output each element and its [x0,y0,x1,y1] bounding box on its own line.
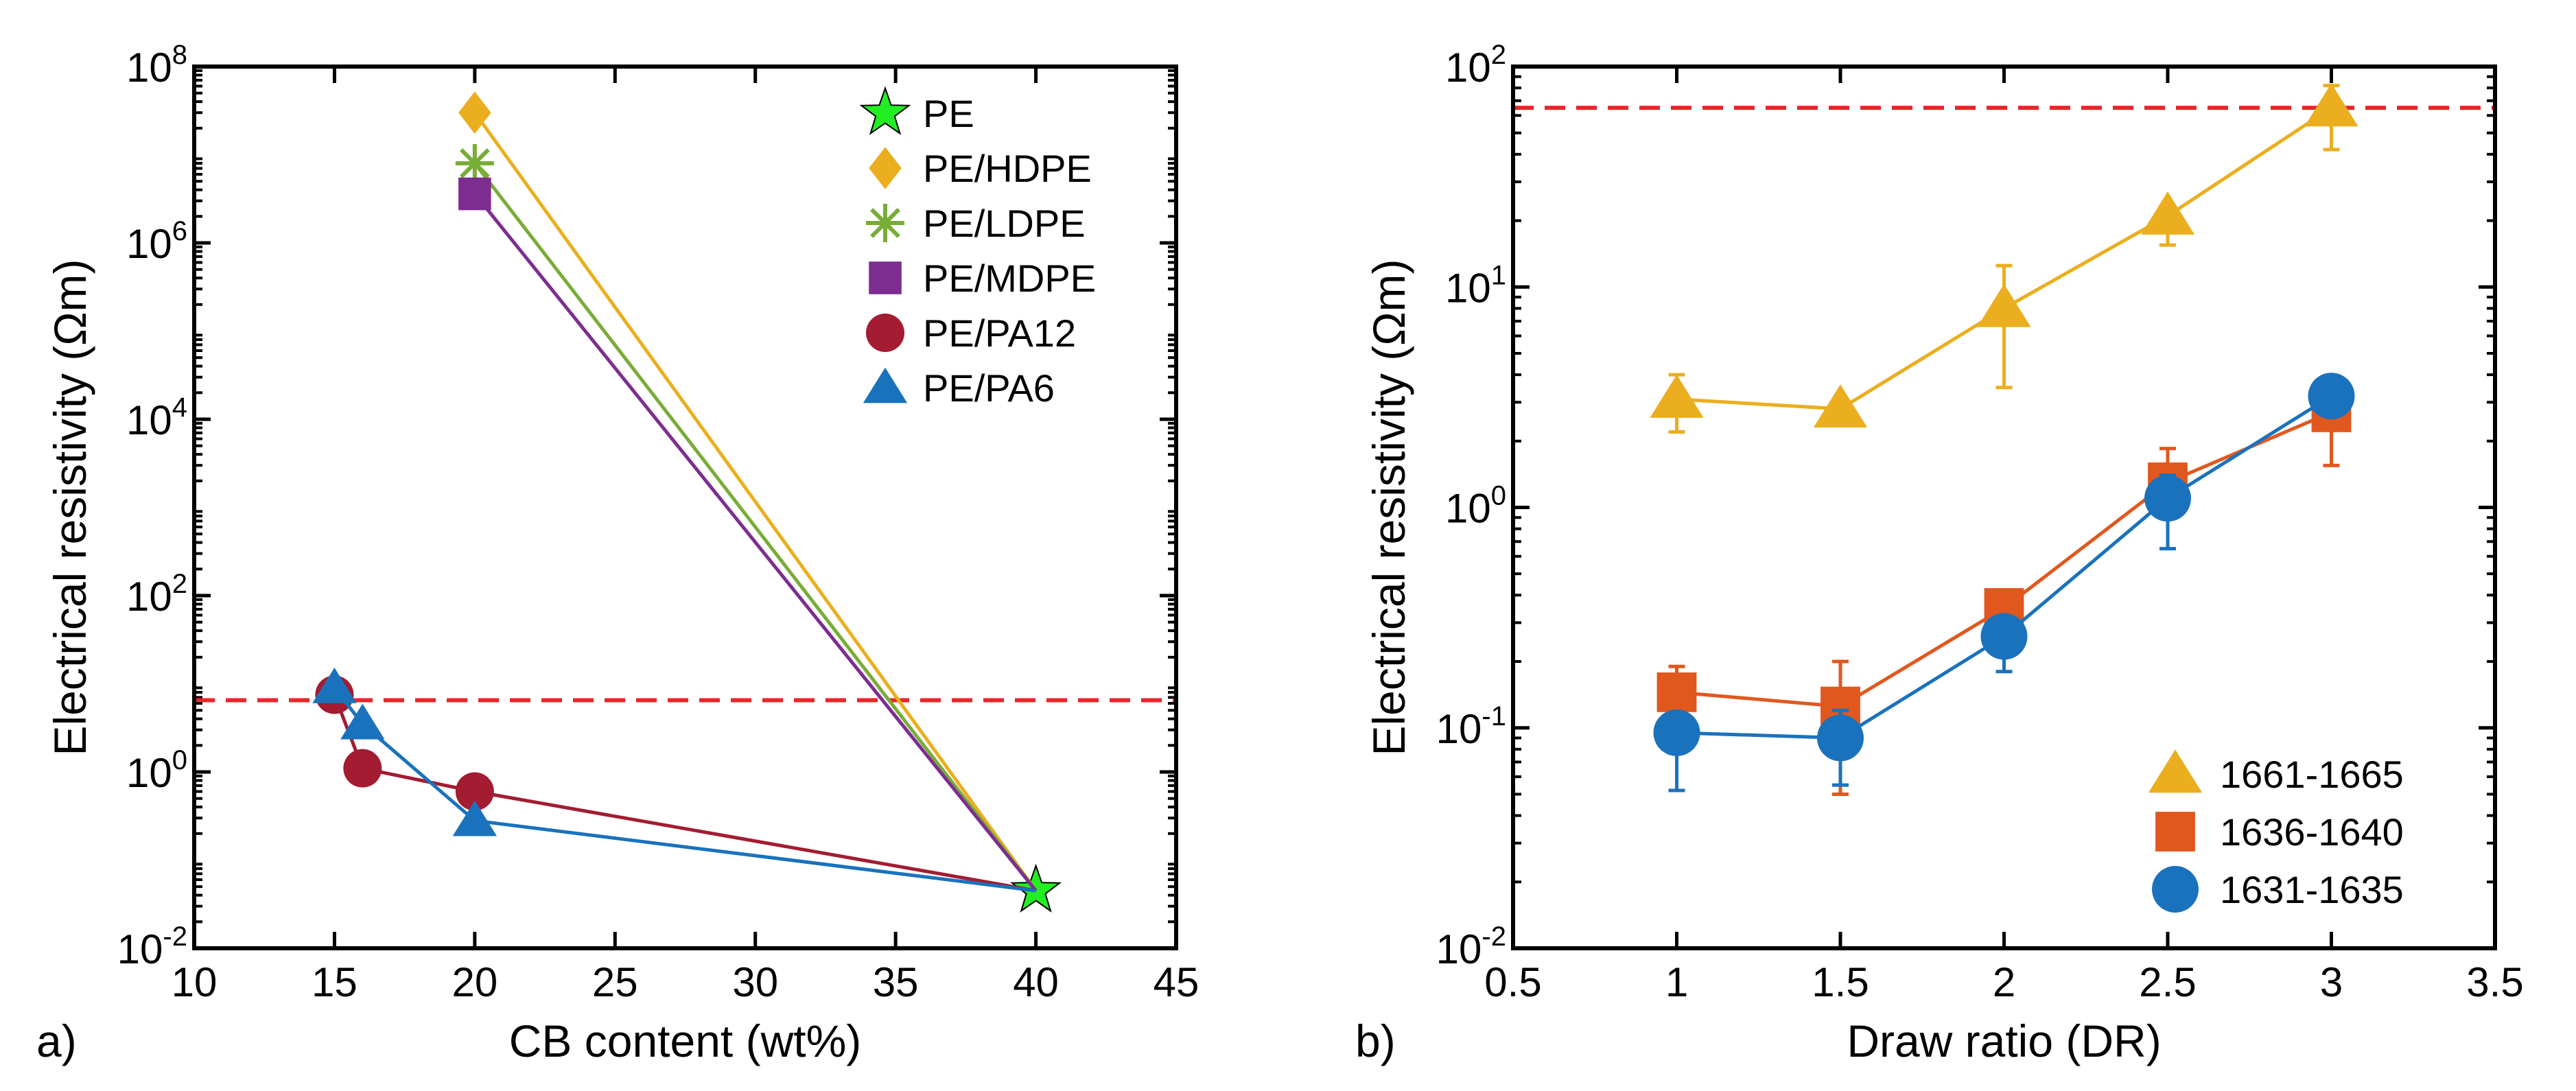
data-point [1656,672,1697,712]
data-point [1817,714,1864,762]
x-tick-label: 25 [592,959,638,1005]
plot-frame [192,64,1178,950]
y-tick-label: 10-2 [1436,922,1506,972]
legend-marker [2155,812,2195,852]
legend-label: 1636-1640 [2220,810,2404,854]
x-tick-label: 10 [172,959,218,1005]
data-point [1653,709,1700,756]
data-point [340,703,385,740]
data-point [2144,475,2191,522]
y-axis-title: Electrical resistivity (Ωm) [45,259,95,755]
legend-marker [863,367,908,403]
legend-marker [866,204,904,242]
y-axis-title: Electrical resistivity (Ωm) [1363,259,1414,755]
series-line-2 [1676,395,2332,740]
legend-marker [2152,866,2199,913]
x-tick-label: 40 [1013,959,1059,1005]
series-line-5 [333,686,1036,893]
asterisk-stroke [459,148,490,178]
data-point [2140,191,2195,235]
data-point [343,749,382,788]
legend-label: PE/PA12 [923,312,1076,355]
y-tick-label: 100 [1445,481,1506,532]
y-tick-label: 101 [1445,260,1506,311]
y-tick-label: 104 [126,392,187,443]
y-tick-label: 102 [1445,40,1506,91]
data-point [1980,613,2028,660]
data-point [1650,374,1704,418]
legend-marker [869,261,902,294]
series-line-3 [473,192,1038,892]
plot-frame [1511,64,2497,950]
legend-marker [866,314,904,352]
legend-label: PE/LDPE [923,202,1086,245]
data-point [458,91,491,134]
x-axis-title: CB content (wt%) [509,1016,862,1066]
asterisk-stroke [870,208,900,238]
x-tick-label: 45 [1154,959,1199,1005]
panel-label: a) [36,1016,77,1066]
data-point [1813,384,1868,428]
y-tick-label: 10-2 [117,922,187,972]
x-tick-label: 3 [2320,959,2343,1005]
data-point [1977,283,2031,327]
x-tick-label: 1 [1665,959,1688,1005]
series-line-1 [473,111,1038,892]
legend-marker [859,86,911,135]
y-tick-label: 100 [126,745,187,796]
legend-label: PE/HDPE [923,147,1092,190]
x-tick-label: 30 [732,959,778,1005]
x-axis-title: Draw ratio (DR) [1847,1016,2161,1066]
y-tick-label: 102 [126,569,187,620]
x-tick-label: 15 [312,959,358,1005]
series-line-2 [473,162,1038,892]
series-line-4 [333,694,1037,893]
y-tick-label: 10-1 [1436,701,1506,752]
x-tick-label: 2 [1993,959,2015,1005]
data-point [458,177,491,211]
panel-b: 10-2 10-1 100 101 102 0.5 1 1.5 2 2.5 3 3.5 Draw rat… [1355,40,2524,1066]
x-tick-label: 20 [452,959,497,1005]
panel-a: 10-2 100 102 104 106 108 10 15 20 25 30 35 40 45 CB co… [36,40,1199,1066]
legend-label: PE/MDPE [923,257,1096,300]
legend-marker [869,147,902,189]
legend-label: PE [923,92,974,135]
x-tick-label: 1.5 [1812,959,1869,1005]
panel-label: b) [1355,1016,1396,1066]
data-point [455,143,494,183]
data-point [455,772,494,811]
data-point [452,800,497,836]
x-tick-label: 2.5 [2139,959,2196,1005]
legend-label: 1631-1635 [2220,868,2404,911]
x-tick-label: 3.5 [2466,959,2523,1005]
y-tick-label: 108 [126,40,187,91]
legend-marker [2148,749,2203,793]
data-point [312,667,357,703]
x-tick-label: 0.5 [1484,959,1541,1005]
y-tick-label: 106 [126,216,187,267]
x-tick-label: 35 [873,959,919,1005]
data-point [2304,83,2358,127]
data-point [2308,373,2355,420]
legend-label: 1661-1665 [2220,753,2404,796]
legend-label: PE/PA6 [923,366,1055,410]
